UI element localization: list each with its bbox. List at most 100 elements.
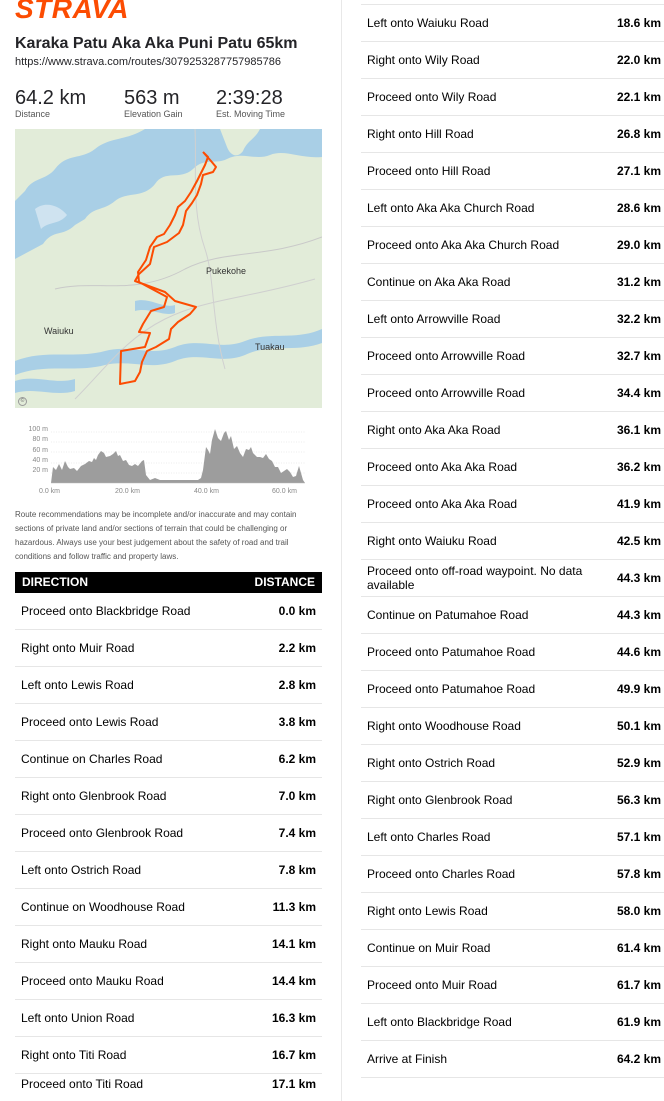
directions-list-left: Proceed onto Blackbridge Road 0.0 km Right… (15, 593, 322, 1094)
direction-distance: 44.3 km (616, 608, 661, 622)
direction-row: Continue on Woodhouse Road 11.3 km (15, 889, 322, 926)
direction-distance: 26.8 km (616, 127, 661, 141)
direction-row: Left onto Blackbridge Road 61.9 km (361, 1004, 664, 1041)
directions-table-header: DIRECTION DISTANCE (15, 572, 322, 593)
direction-distance: 16.3 km (271, 1011, 316, 1025)
direction-row: Left onto Charles Road 57.1 km (361, 819, 664, 856)
direction-distance: 22.1 km (616, 90, 661, 104)
y-tick: 100 m (28, 426, 48, 433)
x-tick: 60.0 km (272, 488, 297, 495)
direction-row: Left onto Union Road 16.3 km (15, 1000, 322, 1037)
direction-row: Continue on Aka Aka Road 31.2 km (361, 264, 664, 301)
direction-instruction: Left onto Waiuku Road (367, 16, 489, 30)
stat-distance-value: 64.2 km (15, 87, 87, 109)
direction-instruction: Proceed onto Aka Aka Church Road (367, 238, 560, 252)
direction-instruction: Right onto Mauku Road (21, 937, 148, 951)
direction-instruction: Proceed onto Muir Road (367, 978, 498, 992)
route-url[interactable]: https://www.strava.com/routes/3079253287… (15, 56, 282, 68)
stat-elevation-label: Elevation Gain (124, 109, 183, 119)
direction-distance: 18.6 km (616, 16, 661, 30)
direction-row: Left onto Waiuku Road 18.6 km (361, 4, 664, 42)
direction-instruction: Left onto Aka Aka Church Road (367, 201, 535, 215)
direction-row: Proceed onto Patumahoe Road 49.9 km (361, 671, 664, 708)
direction-row: Proceed onto Aka Aka Church Road 29.0 km (361, 227, 664, 264)
direction-instruction: Proceed onto Mauku Road (21, 974, 164, 988)
direction-row: Right onto Woodhouse Road 50.1 km (361, 708, 664, 745)
direction-instruction: Proceed onto Wily Road (367, 90, 497, 104)
direction-distance: 7.4 km (278, 826, 316, 840)
direction-instruction: Continue on Charles Road (21, 752, 163, 766)
direction-instruction: Proceed onto Aka Aka Road (367, 497, 518, 511)
direction-instruction: Right onto Aka Aka Road (367, 423, 501, 437)
stat-distance-label: Distance (15, 109, 51, 119)
direction-instruction: Proceed onto Glenbrook Road (21, 826, 184, 840)
route-map[interactable]: Pukekohe Waiuku Tuakau © (15, 129, 322, 408)
map-attribution-icon[interactable]: © (18, 397, 27, 406)
direction-distance: 6.2 km (278, 752, 316, 766)
direction-distance: 41.9 km (616, 497, 661, 511)
direction-row: Right onto Glenbrook Road 56.3 km (361, 782, 664, 819)
y-tick: 40 m (32, 456, 48, 464)
direction-instruction: Right onto Wily Road (367, 53, 480, 67)
direction-distance: 34.4 km (616, 386, 661, 400)
direction-distance: 14.1 km (271, 937, 316, 951)
direction-column-header: DIRECTION (22, 575, 88, 589)
direction-row: Right onto Wily Road 22.0 km (361, 42, 664, 79)
direction-row: Continue on Patumahoe Road 44.3 km (361, 597, 664, 634)
elevation-y-axis: 100 m 80 m 60 m 40 m 20 m (15, 425, 48, 476)
direction-distance: 2.2 km (278, 641, 316, 655)
direction-instruction: Left onto Arrowville Road (367, 312, 501, 326)
direction-instruction: Left onto Union Road (21, 1011, 135, 1025)
stat-moving-time-value: 2:39:28 (216, 87, 283, 109)
direction-distance: 57.8 km (616, 867, 661, 881)
strava-logo[interactable]: STRAVA (15, 0, 129, 24)
stat-elevation: 563 m Elevation Gain (124, 87, 183, 119)
direction-distance: 31.2 km (616, 275, 661, 289)
direction-instruction: Proceed onto Blackbridge Road (21, 604, 191, 618)
direction-row: Right onto Mauku Road 14.1 km (15, 926, 322, 963)
direction-row: Continue on Muir Road 61.4 km (361, 930, 664, 967)
direction-distance: 52.9 km (616, 756, 661, 770)
stat-distance: 64.2 km Distance (15, 87, 86, 119)
direction-instruction: Right onto Ostrich Road (367, 756, 496, 770)
y-tick: 60 m (32, 446, 48, 454)
direction-instruction: Proceed onto Aka Aka Road (367, 460, 518, 474)
direction-instruction: Right onto Waiuku Road (367, 534, 497, 548)
direction-distance: 11.3 km (272, 900, 316, 914)
column-divider (341, 0, 342, 1101)
elevation-profile: 100 m 80 m 60 m 40 m 20 m 0.0 km 20.0 km… (15, 420, 322, 500)
direction-row: Arrive at Finish 64.2 km (361, 1041, 664, 1078)
direction-instruction: Right onto Glenbrook Road (21, 789, 167, 803)
direction-distance: 44.3 km (616, 571, 661, 585)
direction-distance: 50.1 km (616, 719, 661, 733)
y-tick: 20 m (32, 467, 48, 475)
right-column: Left onto Waiuku Road 18.6 km Right onto W… (361, 4, 664, 1078)
map-label-pukekohe: Pukekohe (206, 266, 247, 276)
direction-instruction: Right onto Woodhouse Road (367, 719, 521, 733)
direction-instruction: Continue on Aka Aka Road (367, 275, 511, 289)
direction-row: Left onto Aka Aka Church Road 28.6 km (361, 190, 664, 227)
distance-column-header: DISTANCE (254, 575, 315, 589)
direction-instruction: Right onto Muir Road (21, 641, 135, 655)
direction-row: Proceed onto Charles Road 57.8 km (361, 856, 664, 893)
direction-distance: 36.1 km (616, 423, 661, 437)
direction-instruction: Right onto Glenbrook Road (367, 793, 513, 807)
direction-distance: 17.1 km (271, 1077, 316, 1091)
route-title: Karaka Patu Aka Aka Puni Patu 65km (15, 35, 298, 52)
direction-row: Proceed onto Titi Road 17.1 km (15, 1074, 322, 1094)
direction-row: Left onto Arrowville Road 32.2 km (361, 301, 664, 338)
direction-instruction: Left onto Ostrich Road (21, 863, 142, 877)
direction-distance: 7.8 km (278, 863, 316, 877)
direction-row: Right onto Titi Road 16.7 km (15, 1037, 322, 1074)
direction-distance: 32.7 km (616, 349, 661, 363)
direction-distance: 61.4 km (616, 941, 661, 955)
direction-instruction: Left onto Lewis Road (21, 678, 134, 692)
direction-row: Proceed onto Glenbrook Road 7.4 km (15, 815, 322, 852)
map-graphic (15, 129, 322, 408)
x-tick: 20.0 km (115, 488, 140, 495)
direction-row: Continue on Charles Road 6.2 km (15, 741, 322, 778)
direction-instruction: Proceed onto Patumahoe Road (367, 682, 536, 696)
direction-instruction: Proceed onto off-road waypoint. No data … (367, 564, 583, 592)
direction-distance: 14.4 km (271, 974, 316, 988)
direction-row: Left onto Ostrich Road 7.8 km (15, 852, 322, 889)
